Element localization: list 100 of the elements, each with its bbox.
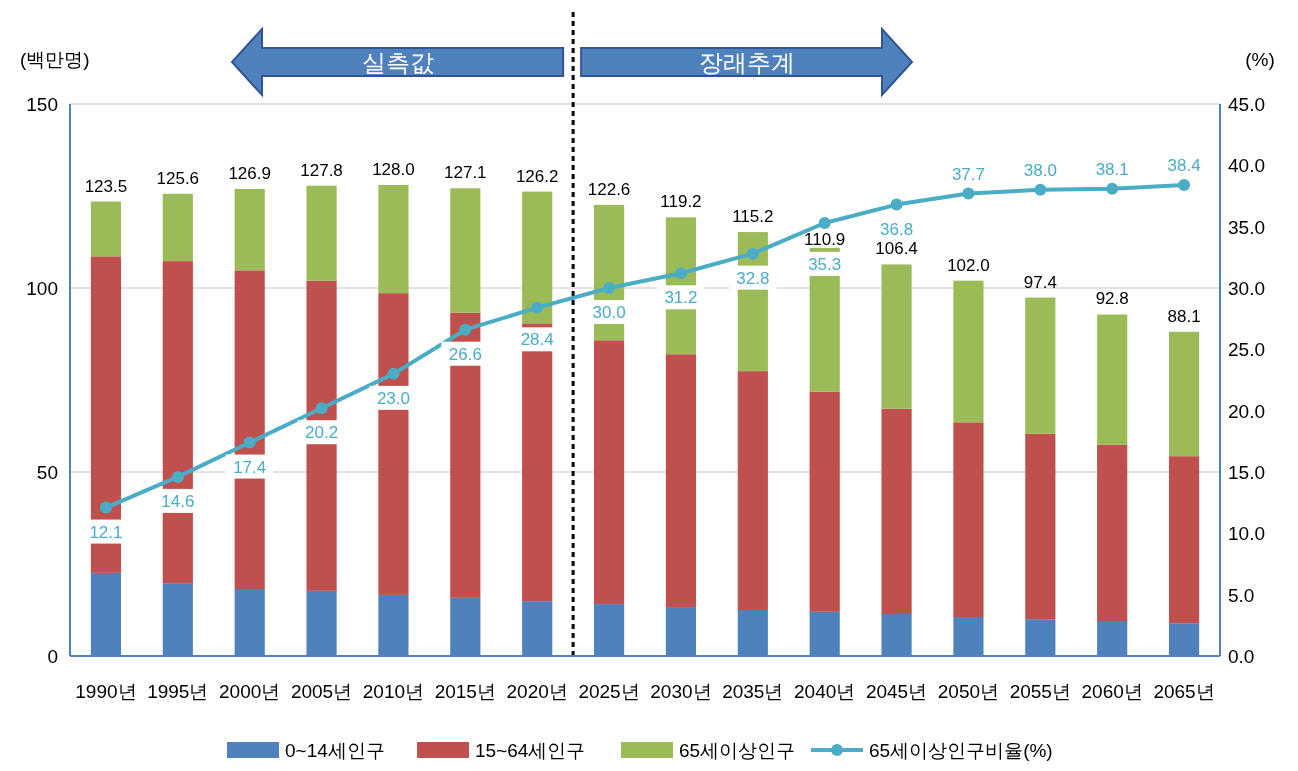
point [818, 216, 831, 229]
data-label: 20.2 [305, 423, 339, 443]
bar [1097, 444, 1128, 622]
x-tick-label: 2020년 [506, 681, 568, 702]
x-tick-label: 2000년 [219, 681, 281, 702]
bar [665, 354, 697, 608]
point [1034, 183, 1047, 196]
point [962, 187, 975, 200]
total-label: 128.0 [372, 159, 415, 179]
legend-label: 65세이상인구 [679, 740, 796, 761]
bar [881, 408, 912, 615]
y2-tick-label: 10.0 [1228, 523, 1265, 545]
data-label: 17.4 [233, 457, 267, 477]
legend-label: 15~64세인구 [475, 740, 586, 761]
x-tick-label: 2045년 [865, 681, 928, 702]
point [674, 267, 687, 280]
data-label: 31.2 [664, 288, 698, 308]
bar [1168, 456, 1200, 624]
point [531, 301, 544, 314]
data-label: 36.8 [880, 219, 914, 239]
point [746, 247, 759, 260]
point [171, 470, 184, 483]
total-label: 127.8 [300, 160, 343, 180]
bar [162, 193, 193, 262]
point [99, 501, 112, 514]
y-axis-title: (백만명) [20, 49, 90, 70]
bar [306, 185, 337, 281]
y2-tick-label: 0.0 [1228, 646, 1255, 667]
y2-tick-label: 15.0 [1228, 462, 1265, 483]
data-label: 38.1 [1095, 159, 1129, 179]
legend-label: 0~14세인구 [285, 740, 385, 761]
total-label: 106.4 [875, 239, 918, 259]
point [890, 198, 903, 211]
x-tick-label: 1990년 [75, 681, 137, 702]
y2-tick-label: 5.0 [1228, 584, 1255, 606]
bar [1168, 331, 1200, 457]
y2-tick-label: 20.0 [1228, 400, 1265, 422]
total-label: 115.2 [732, 207, 774, 227]
bar [522, 323, 553, 602]
bar [953, 422, 984, 617]
point [243, 436, 256, 449]
y2-tick-label: 25.0 [1228, 339, 1265, 361]
y-tick-label: 50 [36, 462, 58, 483]
bar [1025, 297, 1056, 434]
data-label: 37.7 [951, 164, 985, 184]
x-tick-label: 2025년 [578, 681, 640, 702]
y2-tick-label: 45.0 [1228, 94, 1265, 115]
text: 실측값 [361, 49, 434, 76]
y-tick-label: 0 [47, 646, 58, 667]
bar [593, 340, 625, 605]
data-label: 38.0 [1023, 160, 1057, 180]
data-label: 28.4 [520, 330, 554, 350]
x-tick-label: 2005년 [290, 681, 353, 702]
point [603, 282, 616, 294]
legend-label: 65세이상인구비율(%) [869, 740, 1053, 761]
data-label: 26.6 [448, 344, 482, 364]
total-label: 125.6 [156, 168, 200, 188]
total-label: 97.4 [1023, 272, 1057, 292]
point [459, 323, 472, 336]
bar [1097, 314, 1128, 445]
total-label: 123.5 [84, 176, 128, 196]
data-label: 38.4 [1167, 155, 1201, 175]
data-label: 30.0 [592, 303, 626, 322]
text: 장래추계 [698, 49, 795, 76]
total-label: 88.1 [1167, 306, 1201, 326]
x-tick-label: 2015년 [434, 681, 496, 702]
bar [809, 391, 840, 612]
x-tick-label: 2055년 [1009, 681, 1071, 702]
total-label: 110.9 [804, 229, 846, 249]
bar [90, 201, 122, 257]
x-tick-label: 2010년 [362, 681, 425, 702]
x-tick-label: 1995년 [147, 681, 209, 702]
total-label: 126.2 [515, 166, 559, 186]
total-label: 119.2 [660, 192, 702, 212]
bar [881, 264, 912, 409]
x-tick-label: 2030년 [650, 681, 712, 702]
bar [234, 189, 265, 271]
bar [90, 256, 122, 573]
y-tick-label: 150 [26, 94, 58, 115]
data-label: 12.1 [89, 522, 123, 542]
total-label: 122.6 [587, 179, 631, 199]
y2-tick-label: 40.0 [1228, 155, 1265, 177]
y2-tick-label: 30.0 [1228, 278, 1265, 299]
y-tick-label: 100 [26, 278, 58, 299]
point [315, 402, 328, 415]
bar [1025, 433, 1056, 620]
total-label: 92.8 [1095, 289, 1129, 309]
y2-tick-label: 35.0 [1228, 216, 1265, 238]
bar [378, 184, 409, 294]
data-label: 32.8 [736, 268, 770, 288]
total-label: 126.9 [228, 164, 271, 184]
data-label: 23.0 [376, 388, 410, 408]
x-tick-label: 2065년 [1153, 681, 1215, 702]
bar [953, 280, 984, 423]
point [1178, 178, 1191, 191]
x-tick-label: 2040년 [794, 681, 856, 702]
y2-axis-title: (%) [1245, 49, 1275, 70]
point [1106, 182, 1119, 195]
x-tick-label: 2050년 [937, 681, 1000, 702]
x-tick-label: 2035년 [722, 681, 784, 702]
